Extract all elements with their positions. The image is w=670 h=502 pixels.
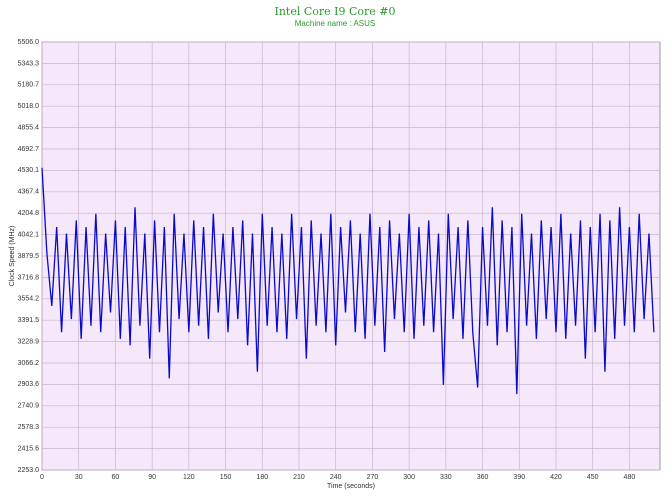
y-tick-label: 5180.7 (18, 82, 40, 89)
x-tick-label: 120 (183, 474, 195, 481)
y-tick-label: 3066.2 (18, 360, 40, 367)
chart-title: Intel Core I9 Core #0 (274, 5, 395, 18)
y-axis-label: Clock Speed (MHz) (9, 226, 16, 287)
y-tick-label: 2415.6 (18, 445, 40, 452)
x-tick-label: 360 (477, 474, 489, 481)
y-tick-label: 3716.8 (18, 274, 40, 281)
y-tick-label: 5343.3 (18, 60, 40, 67)
x-tick-label: 150 (220, 474, 232, 481)
y-tick-label: 2578.3 (18, 424, 40, 431)
y-tick-label: 2903.6 (18, 381, 40, 388)
x-tick-label: 450 (587, 474, 599, 481)
x-axis-label: Time (seconds) (327, 483, 375, 490)
x-tick-label: 60 (112, 474, 120, 481)
y-tick-label: 4855.4 (18, 124, 40, 131)
y-tick-label: 5506.0 (18, 39, 40, 46)
x-tick-label: 390 (513, 474, 525, 481)
y-tick-label: 3554.2 (18, 296, 40, 303)
x-tick-label: 180 (256, 474, 268, 481)
chart-subtitle: Machine name : ASUS (295, 19, 375, 28)
y-tick-label: 4367.4 (18, 189, 40, 196)
y-tick-label: 2253.0 (18, 467, 40, 474)
y-tick-label: 4530.1 (18, 167, 40, 174)
x-tick-label: 240 (330, 474, 342, 481)
x-tick-label: 270 (367, 474, 379, 481)
x-tick-label: 480 (624, 474, 636, 481)
y-tick-label: 5018.0 (18, 103, 40, 110)
y-tick-label: 3879.5 (18, 253, 40, 260)
data-line (41, 167, 655, 395)
x-tick-label: 0 (40, 474, 44, 481)
y-tick-label: 4042.1 (18, 231, 40, 238)
y-tick-label: 2740.9 (18, 403, 40, 410)
y-tick-label: 4204.8 (18, 210, 40, 217)
y-tick-label: 4692.7 (18, 146, 40, 153)
x-tick-label: 210 (293, 474, 305, 481)
x-tick-label: 420 (550, 474, 562, 481)
x-tick-label: 30 (75, 474, 83, 481)
x-tick-label: 90 (148, 474, 156, 481)
y-tick-label: 3228.9 (18, 338, 40, 345)
x-tick-label: 300 (403, 474, 415, 481)
x-tick-label: 330 (440, 474, 452, 481)
y-tick-label: 3391.5 (18, 317, 40, 324)
